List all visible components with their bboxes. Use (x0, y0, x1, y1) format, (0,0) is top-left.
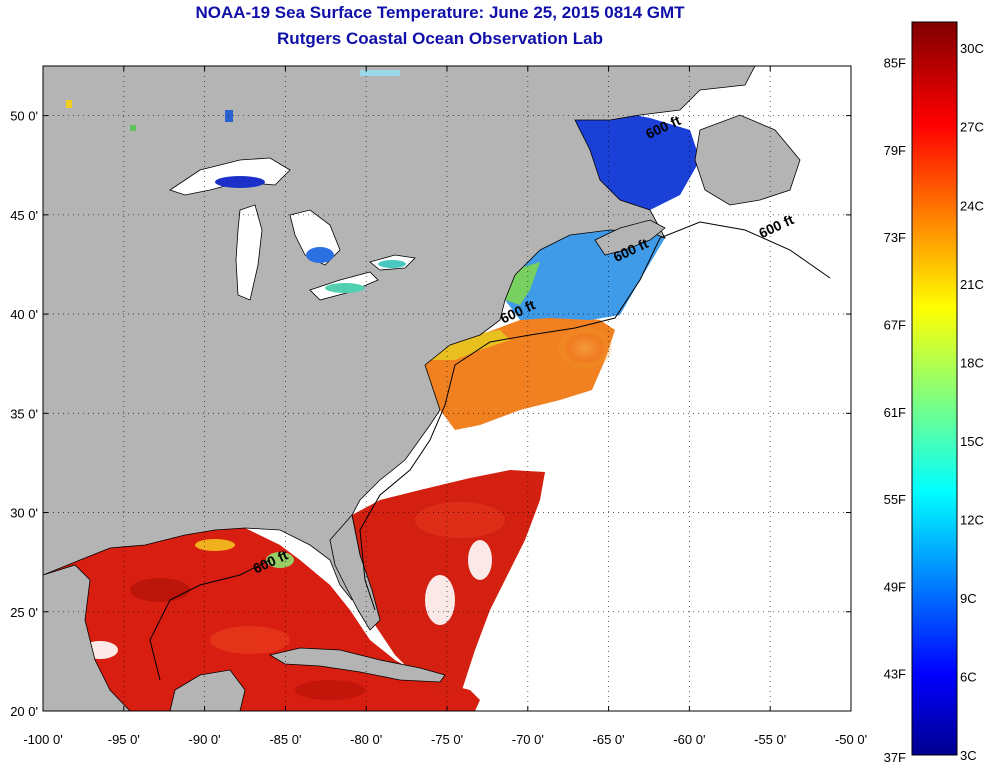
land-florida (329, 514, 381, 631)
colorbar-fahrenheit-label: 85F (884, 56, 906, 71)
lon-tick-label: -90 0' (189, 732, 221, 747)
land-cuba (268, 647, 446, 683)
colorbar-celsius-labels: 3C 6C 9C 12C 15C 18C 21C 24C 27C 30C (960, 41, 984, 763)
lon-tick-label: -100 0' (23, 732, 62, 747)
colorbar-celsius-label: 21C (960, 277, 984, 292)
colorbar-fahrenheit-label: 61F (884, 405, 906, 420)
colorbar-fahrenheit-label: 73F (884, 230, 906, 245)
isobath-600ft (149, 221, 831, 681)
lon-tick-label: -65 0' (593, 732, 625, 747)
lon-tick-label: -75 0' (431, 732, 463, 747)
land-nova-scotia (594, 219, 666, 256)
colorbar-celsius-label: 15C (960, 434, 984, 449)
colorbar-fahrenheit-label: 55F (884, 492, 906, 507)
colorbar-fahrenheit-label: 43F (884, 667, 906, 682)
land-newfoundland (694, 114, 801, 206)
map-subtitle: Rutgers Coastal Ocean Observation Lab (277, 29, 603, 48)
colorbar-celsius-label: 6C (960, 669, 977, 684)
lon-tick-label: -95 0' (108, 732, 140, 747)
lake-michigan (235, 204, 263, 301)
land-yucatan (169, 669, 246, 711)
land-mexico (43, 564, 131, 711)
lon-tick-label: -55 0' (754, 732, 786, 747)
lon-tick-label: -85 0' (269, 732, 301, 747)
latitude-axis-labels: 20 0' 25 0' 30 0' 35 0' 40 0' 45 0' 50 0' (10, 109, 38, 719)
colorbar-fahrenheit-label: 79F (884, 143, 906, 158)
colorbar-celsius-label: 9C (960, 591, 977, 606)
lat-tick-label: 35 0' (10, 406, 38, 421)
lat-tick-label: 25 0' (10, 605, 38, 620)
axis-ticks (42, 66, 852, 712)
lon-tick-label: -50 0' (835, 732, 867, 747)
colorbar (911, 21, 958, 756)
colorbar-celsius-label: 3C (960, 748, 977, 763)
land-north-america (43, 66, 756, 601)
lat-tick-label: 45 0' (10, 208, 38, 223)
colorbar-fahrenheit-label: 37F (884, 750, 906, 765)
lon-tick-label: -80 0' (350, 732, 382, 747)
lake-superior (169, 157, 291, 196)
lat-tick-label: 50 0' (10, 109, 38, 124)
lat-tick-label: 20 0' (10, 704, 38, 719)
lat-tick-label: 30 0' (10, 506, 38, 521)
sst-shelf-yellow (430, 330, 510, 360)
colorbar-celsius-label: 18C (960, 355, 984, 370)
warm-core-eddy (557, 326, 613, 370)
colorbar-celsius-label: 27C (960, 120, 984, 135)
colorbar-fahrenheit-label: 49F (884, 579, 906, 594)
colorbar-celsius-label: 12C (960, 512, 984, 527)
lon-tick-label: -60 0' (673, 732, 705, 747)
colorbar-celsius-label: 30C (960, 41, 984, 56)
map-title: NOAA-19 Sea Surface Temperature: June 25… (195, 3, 685, 22)
colorbar-fahrenheit-labels: 37F 43F 49F 55F 61F 67F 73F 79F 85F (884, 56, 906, 765)
sst-gulf-of-maine (505, 230, 665, 320)
colorbar-fahrenheit-label: 67F (884, 318, 906, 333)
sst-coastal-green (505, 262, 540, 305)
colorbar-celsius-label: 24C (960, 198, 984, 213)
longitude-axis-labels: -100 0' -95 0' -90 0' -85 0' -80 0' -75 0' -70… (23, 732, 867, 747)
lake-sst-patches (215, 176, 406, 293)
sst-speckle-patches (82, 502, 505, 700)
lat-tick-label: 40 0' (10, 307, 38, 322)
sst-gulf-of-st-lawrence (575, 110, 700, 210)
lon-tick-label: -70 0' (512, 732, 544, 747)
